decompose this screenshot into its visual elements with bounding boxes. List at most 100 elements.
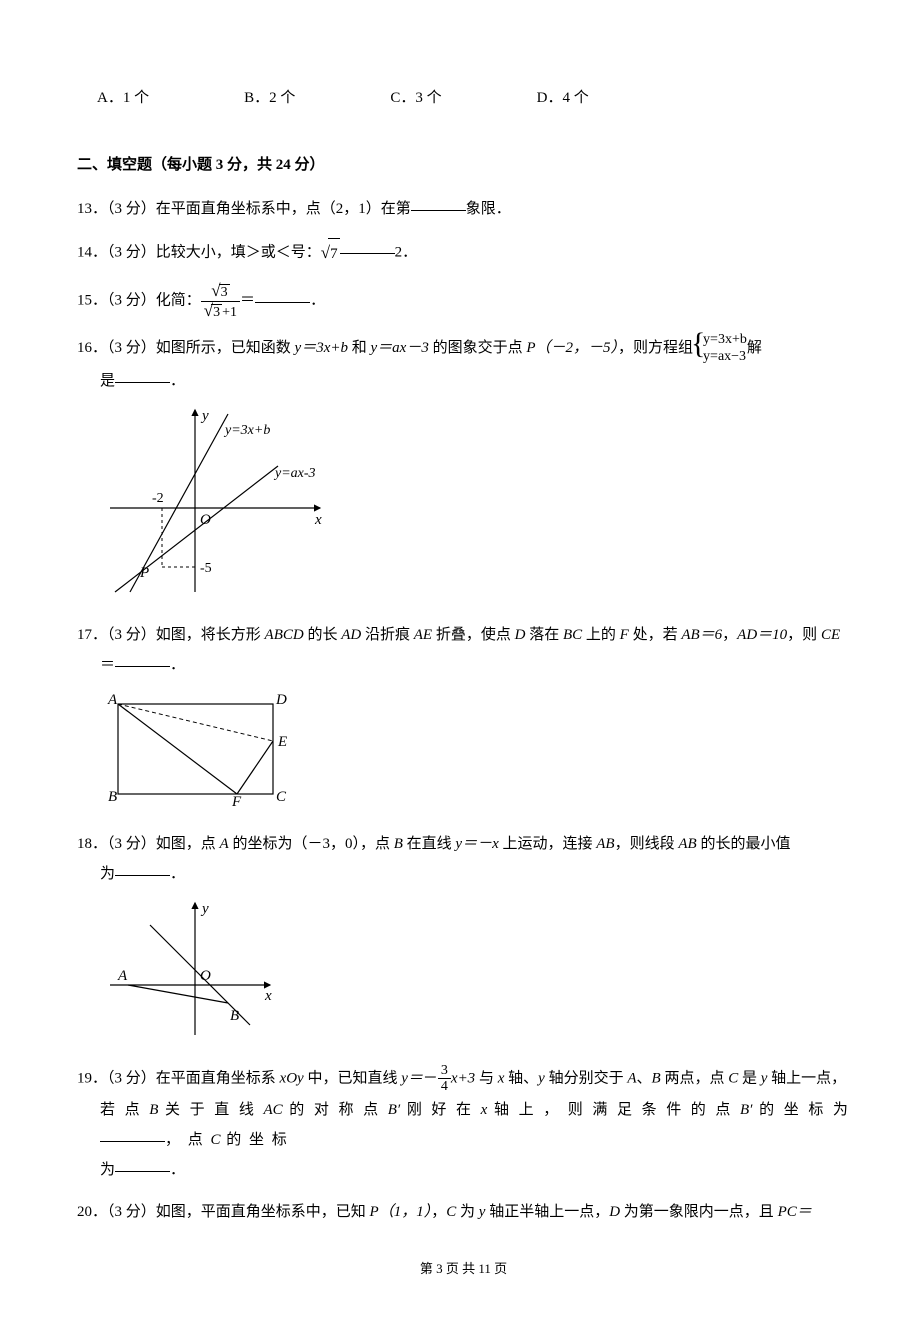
svg-text:y=3x+b: y=3x+b: [223, 423, 270, 438]
q17-t1: 如图，将长方形: [156, 627, 265, 643]
q19-t5: 轴分别交于: [545, 1070, 628, 1086]
q18-points: （3 分）: [107, 836, 156, 852]
q20-num: 20．: [77, 1204, 107, 1220]
q17-period: ．: [170, 657, 185, 673]
svg-text:E: E: [277, 734, 287, 750]
q19-t1: 在平面直角坐标系: [156, 1070, 280, 1086]
q19-t12: 的 对 称 点: [283, 1102, 388, 1118]
q18-t5: ，则线段: [615, 836, 679, 852]
option-c: C．3 个: [390, 85, 441, 112]
q14-blank: [340, 239, 395, 254]
q18-line: y＝－x: [455, 836, 498, 852]
q19-t11: 关 于 直 线: [158, 1102, 263, 1118]
page-footer: 第 3 页 共 11 页: [77, 1257, 850, 1280]
q19-blank1: [100, 1127, 165, 1142]
q19-ac: AC: [263, 1102, 282, 1118]
q13-points: （3 分）: [107, 201, 156, 217]
q19-xoy: xOy: [280, 1070, 304, 1086]
svg-text:-5: -5: [200, 561, 212, 576]
q15-period: ．: [310, 293, 325, 309]
q19-c: C: [728, 1070, 738, 1086]
q19-t10: 若 点: [100, 1102, 149, 1118]
q19-t15: 的 坐 标 为: [752, 1102, 849, 1118]
sqrt-7: 7: [321, 236, 340, 270]
q19-t6: 、: [637, 1070, 652, 1086]
q17-t6: 上的: [582, 627, 620, 643]
q20-t5: 为第一象限内一点，且: [620, 1204, 778, 1220]
q19-t2: 中，已知直线: [304, 1070, 402, 1086]
q20-t1: 如图，平面直角坐标系中，已知: [156, 1204, 370, 1220]
svg-text:x: x: [314, 512, 322, 528]
q17-num: 17．: [77, 627, 107, 643]
q16-pt: P（－2，－5）: [526, 341, 618, 357]
q19-t9: 轴上一点，: [767, 1070, 846, 1086]
q19-b2: B: [149, 1102, 158, 1118]
svg-text:y: y: [200, 408, 209, 424]
q17-ce: CE: [821, 627, 840, 643]
q16-t1: 如图所示，已知函数: [156, 341, 295, 357]
q17-ab: AB＝6: [681, 627, 722, 643]
q17-t8: ，: [722, 627, 737, 643]
svg-text:F: F: [231, 794, 242, 806]
q18-t4: 上运动，连接: [499, 836, 597, 852]
q18-blank: [115, 861, 170, 876]
option-a: A．1 个: [97, 85, 149, 112]
svg-text:A: A: [117, 968, 128, 984]
question-16: 16．（3 分）如图所示，已知函数 y＝3x+b 和 y＝ax－3 的图象交于点…: [77, 332, 850, 608]
q16-fn1: y＝3x+b: [295, 341, 348, 357]
q15-fraction: 33+1: [201, 282, 240, 320]
q19-xplus: x+3: [451, 1070, 475, 1086]
q19-t17: 的 坐 标: [221, 1132, 289, 1148]
q20-t2: ，: [431, 1204, 446, 1220]
q17-ad: AD: [341, 627, 361, 643]
svg-text:-2: -2: [152, 491, 164, 506]
q17-equals: ＝: [100, 657, 115, 673]
q19-t14: 轴 上 ， 则 满 足 条 件 的 点: [487, 1102, 740, 1118]
q18-a: A: [220, 836, 229, 852]
q20-c: C: [446, 1204, 456, 1220]
svg-text:y: y: [200, 901, 209, 917]
mc-options: A．1 个 B．2 个 C．3 个 D．4 个: [97, 85, 850, 112]
q16-t6: 是: [100, 373, 115, 389]
question-15: 15．（3 分）化简：33+1＝．: [77, 282, 850, 320]
q20-p: P（1，1）: [370, 1204, 432, 1220]
q16-period: ．: [170, 373, 185, 389]
question-13: 13．（3 分）在平面直角坐标系中，点（2，1）在第象限．: [77, 194, 850, 224]
q19-t16: ， 点: [165, 1132, 211, 1148]
option-b: B．2 个: [244, 85, 295, 112]
q19-minus: －: [423, 1070, 438, 1086]
q17-points: （3 分）: [107, 627, 156, 643]
q13-text-after: 象限．: [466, 201, 511, 217]
q19-c2: C: [211, 1132, 221, 1148]
q14-text-before: 比较大小，填＞或＜号：: [156, 244, 321, 260]
q19-bp: B′: [388, 1102, 400, 1118]
q19-blank2: [115, 1157, 170, 1172]
q16-points: （3 分）: [107, 341, 156, 357]
q20-t3: 为: [456, 1204, 479, 1220]
q17-t7: 处，若: [629, 627, 682, 643]
q18-num: 18．: [77, 836, 107, 852]
svg-text:P: P: [139, 565, 149, 581]
q18-figure: y x O A B: [100, 895, 850, 1051]
q16-fn2: y＝ax－3: [371, 341, 429, 357]
q20-d: D: [609, 1204, 620, 1220]
q19-b: B: [652, 1070, 661, 1086]
q14-num: 14．: [77, 244, 107, 260]
q18-ab2: AB: [678, 836, 696, 852]
q17-figure: A D B C E F: [100, 686, 850, 817]
q17-abcd: ABCD: [265, 627, 304, 643]
section-title: 二、填空题（每小题 3 分，共 24 分）: [77, 152, 850, 179]
q18-period: ．: [170, 866, 185, 882]
q17-d: D: [515, 627, 526, 643]
q14-points: （3 分）: [107, 244, 156, 260]
svg-text:B: B: [230, 1008, 239, 1024]
q17-adval: AD＝10: [737, 627, 787, 643]
q16-system: y=3x+by=ax−3: [693, 332, 747, 366]
q19-num: 19．: [77, 1070, 107, 1086]
q19-t7: 两点，点: [661, 1070, 729, 1086]
q18-ab: AB: [596, 836, 614, 852]
q15-points: （3 分）: [107, 293, 156, 309]
q17-f: F: [620, 627, 629, 643]
question-14: 14．（3 分）比较大小，填＞或＜号：72．: [77, 236, 850, 270]
question-18: 18．（3 分）如图，点 A 的坐标为（－3，0），点 B 在直线 y＝－x 上…: [77, 829, 850, 1051]
